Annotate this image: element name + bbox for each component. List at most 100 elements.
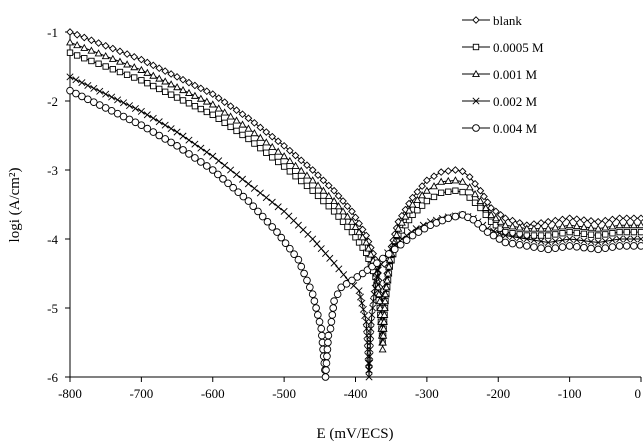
data-point: [274, 203, 282, 211]
data-point: [280, 163, 288, 170]
data-point: [616, 235, 624, 243]
data-point: [369, 304, 377, 312]
data-point: [179, 85, 187, 94]
data-point: [232, 106, 241, 115]
legend-label: 0.004 M: [493, 121, 538, 136]
data-point: [306, 283, 314, 292]
data-point: [143, 111, 151, 119]
data-point: [397, 218, 406, 226]
data-point: [637, 242, 643, 250]
data-point: [249, 202, 258, 211]
data-point: [161, 135, 169, 143]
y-tick-label: -6: [47, 370, 58, 385]
data-point: [256, 133, 265, 141]
data-point: [509, 230, 516, 237]
data-point: [358, 233, 367, 241]
data-point: [214, 104, 223, 112]
data-point: [78, 92, 86, 101]
data-point: [587, 244, 595, 253]
data-point: [444, 214, 453, 223]
data-point: [262, 138, 271, 146]
data-point: [418, 202, 426, 209]
data-point: [502, 228, 509, 236]
data-point: [355, 239, 363, 246]
data-point: [558, 243, 567, 251]
data-point: [414, 228, 423, 236]
data-point: [373, 259, 381, 267]
data-point: [197, 84, 205, 93]
legend-label: blank: [493, 13, 522, 28]
data-point: [348, 207, 356, 216]
data-point: [137, 121, 146, 129]
data-point: [572, 242, 581, 251]
data-point: [608, 222, 617, 230]
data-point: [622, 221, 631, 229]
data-point: [335, 213, 342, 220]
data-point: [595, 232, 602, 239]
data-point: [580, 243, 588, 252]
data-point: [609, 230, 616, 237]
data-point: [250, 129, 259, 137]
data-point: [208, 100, 217, 108]
data-point: [155, 118, 163, 126]
data-point: [355, 219, 363, 228]
data-point: [101, 104, 110, 112]
data-point: [291, 161, 300, 169]
data-point: [339, 207, 347, 215]
data-point: [262, 128, 271, 136]
data-point: [66, 86, 74, 95]
legend-item: 0.0005 M: [462, 40, 544, 55]
legend-label: 0.0005 M: [493, 40, 544, 55]
data-point: [380, 303, 389, 312]
data-point: [501, 232, 509, 240]
data-point: [303, 182, 311, 190]
data-point: [413, 195, 422, 203]
data-point: [572, 221, 581, 230]
data-point: [150, 82, 157, 90]
data-point: [337, 283, 346, 292]
data-point: [351, 222, 360, 230]
data-point: [361, 312, 369, 320]
data-point: [378, 345, 387, 353]
data-point: [329, 304, 338, 312]
data-point: [559, 230, 566, 237]
data-point: [123, 60, 132, 68]
data-point: [324, 181, 333, 190]
data-point: [379, 331, 388, 339]
data-point: [579, 222, 588, 230]
data-point: [537, 232, 545, 239]
data-point: [84, 81, 92, 89]
data-point: [202, 87, 211, 96]
data-point: [537, 237, 545, 245]
data-point: [508, 239, 517, 248]
data-point: [297, 156, 306, 165]
data-point: [379, 324, 388, 332]
data-point: [365, 366, 373, 374]
data-point: [167, 125, 175, 133]
data-point: [84, 95, 92, 104]
data-point: [343, 202, 352, 211]
data-point: [601, 244, 610, 253]
data-point: [385, 255, 394, 263]
data-point: [615, 221, 624, 229]
data-point: [191, 103, 199, 110]
data-point: [324, 191, 333, 199]
data-point: [545, 232, 552, 239]
data-point: [87, 36, 96, 45]
data-point: [558, 236, 567, 244]
data-point: [94, 49, 103, 57]
data-point: [451, 212, 460, 221]
data-point: [268, 223, 277, 231]
legend: blank 0.0005 M 0.001 M 0.002 M 0.004 M: [462, 13, 544, 136]
x-tick-label: -200: [486, 386, 510, 401]
data-point: [371, 284, 379, 292]
data-point: [476, 196, 485, 205]
data-point: [501, 238, 510, 247]
data-point: [515, 223, 524, 231]
data-point: [459, 188, 466, 196]
legend-marker: [472, 69, 480, 78]
data-point: [179, 97, 187, 104]
data-point: [370, 290, 378, 298]
data-point: [190, 91, 199, 99]
